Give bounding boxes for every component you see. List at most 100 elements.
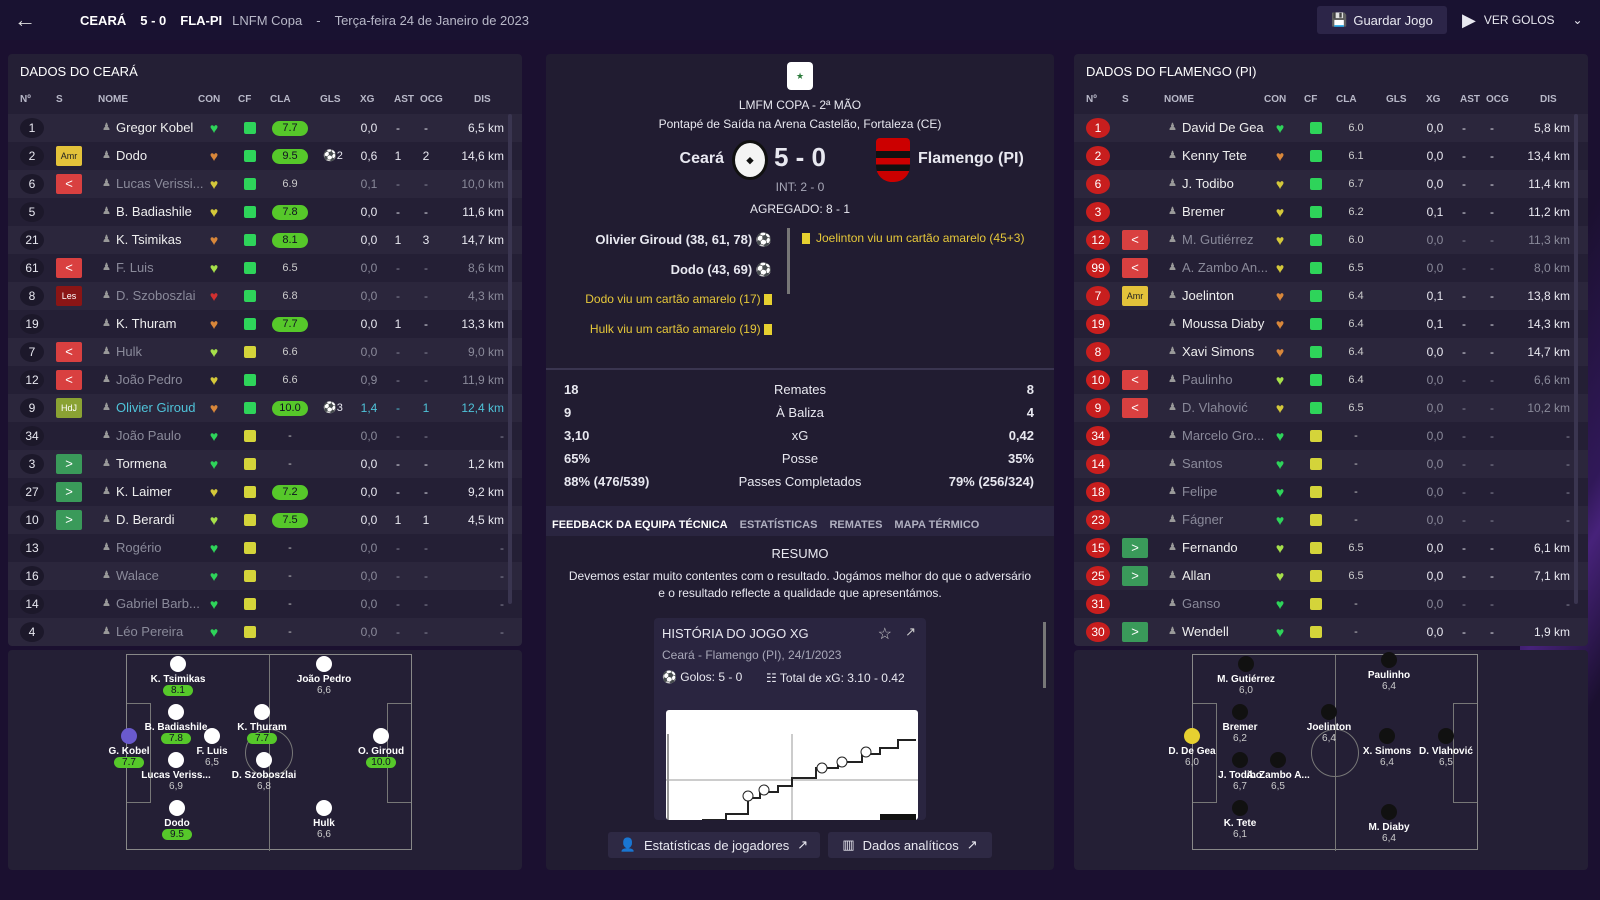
table-row[interactable]: 18 ♟ Felipe ♥ - 0,0 - - - <box>1074 478 1588 506</box>
table-row[interactable]: 16 ♟ Walace ♥ - 0,0 - - - <box>8 562 522 590</box>
column-header[interactable]: NOME <box>1164 94 1194 105</box>
player-name[interactable]: Ganso <box>1182 596 1221 611</box>
column-header[interactable]: Nº <box>20 94 31 105</box>
player-name[interactable]: F. Luis <box>116 260 154 275</box>
column-header[interactable]: DIS <box>1540 94 1557 105</box>
table-row[interactable]: 6 ♟ J. Todibo ♥ 6.7 0,0 - - 11,4 km <box>1074 170 1588 198</box>
player-name[interactable]: K. Thuram <box>116 316 177 331</box>
column-header[interactable]: Nº <box>1086 94 1097 105</box>
column-header[interactable]: XG <box>360 94 375 105</box>
player-name[interactable]: Santos <box>1182 456 1223 471</box>
formation-player[interactable]: K. Thuram 7.7 <box>227 704 297 744</box>
player-name[interactable]: Gabriel Barb... <box>116 596 200 611</box>
analytics-button[interactable]: ▥ Dados analíticos ↗ <box>828 832 992 858</box>
expand-icon[interactable]: ↗ <box>905 624 916 639</box>
player-name[interactable]: A. Zambo An... <box>1182 260 1268 275</box>
player-name[interactable]: Fernando <box>1182 540 1238 555</box>
formation-player[interactable]: K. Tsimikas 8.1 <box>143 656 213 696</box>
table-row[interactable]: 13 ♟ Rogério ♥ - 0,0 - - - <box>8 534 522 562</box>
column-header[interactable]: CF <box>1304 94 1318 105</box>
formation-player[interactable]: M. Gutiérrez 6,0 <box>1211 656 1281 696</box>
player-name[interactable]: Olivier Giroud <box>116 400 196 415</box>
player-name[interactable]: Rogério <box>116 540 162 555</box>
formation-player[interactable]: Joelinton 6,4 <box>1294 704 1364 744</box>
table-row[interactable]: 9 < ♟ D. Vlahović ♥ 6.5 0,0 - - 10,2 km <box>1074 394 1588 422</box>
table-row[interactable]: 30 > ♟ Wendell ♥ - 0,0 - - 1,9 km <box>1074 618 1588 646</box>
player-name[interactable]: Walace <box>116 568 159 583</box>
table-row[interactable]: 14 ♟ Santos ♥ - 0,0 - - - <box>1074 450 1588 478</box>
table-row[interactable]: 31 ♟ Ganso ♥ - 0,0 - - - <box>1074 590 1588 618</box>
column-header[interactable]: GLS <box>1386 94 1407 105</box>
table-row[interactable]: 6 < ♟ Lucas Verissi... ♥ 6.9 0,1 - - 10,0 km <box>8 170 522 198</box>
column-header[interactable]: AST <box>394 94 414 105</box>
table-row[interactable]: 3 ♟ Bremer ♥ 6.2 0,1 - - 11,2 km <box>1074 198 1588 226</box>
away-scrollbar[interactable] <box>1574 114 1578 604</box>
formation-player[interactable]: A. Zambo A... 6,5 <box>1243 752 1313 792</box>
column-header[interactable]: CON <box>198 94 221 105</box>
table-row[interactable]: 34 ♟ João Paulo ♥ - 0,0 - - - <box>8 422 522 450</box>
table-row[interactable]: 7 < ♟ Hulk ♥ 6.6 0,0 - - 9,0 km <box>8 338 522 366</box>
player-name[interactable]: Lucas Verissi... <box>116 176 204 191</box>
column-header[interactable]: CLA <box>270 94 291 105</box>
formation-player[interactable]: Hulk 6,6 <box>289 800 359 840</box>
column-header[interactable]: AST <box>1460 94 1480 105</box>
player-stats-button[interactable]: 👤 Estatísticas de jogadores ↗ <box>608 832 820 858</box>
formation-player[interactable]: D. De Gea 6,0 <box>1157 728 1227 768</box>
player-name[interactable]: João Pedro <box>116 372 183 387</box>
save-match-button[interactable]: 💾 Guardar Jogo <box>1317 6 1447 34</box>
home-scrollbar[interactable] <box>508 114 512 604</box>
table-row[interactable]: 4 ♟ Léo Pereira ♥ - 0,0 - - - <box>8 618 522 646</box>
player-name[interactable]: M. Gutiérrez <box>1182 232 1254 247</box>
column-header[interactable]: CLA <box>1336 94 1357 105</box>
formation-player[interactable]: M. Diaby 6,4 <box>1354 804 1424 844</box>
tab[interactable]: MAPA TÉRMICO <box>894 519 980 531</box>
table-row[interactable]: 3 > ♟ Tormena ♥ - 0,0 - - 1,2 km <box>8 450 522 478</box>
column-header[interactable]: GLS <box>320 94 341 105</box>
table-row[interactable]: 21 ♟ K. Tsimikas ♥ 8.1 0,0 1 3 14,7 km <box>8 226 522 254</box>
back-arrow-icon[interactable]: ← <box>14 7 36 32</box>
formation-player[interactable]: F. Luis 6,5 <box>177 728 247 768</box>
table-row[interactable]: 15 > ♟ Fernando ♥ 6.5 0,0 - - 6,1 km <box>1074 534 1588 562</box>
column-header[interactable]: XG <box>1426 94 1441 105</box>
player-name[interactable]: D. Vlahović <box>1182 400 1248 415</box>
player-name[interactable]: Dodo <box>116 148 148 163</box>
player-name[interactable]: David De Gea <box>1182 120 1264 135</box>
player-name[interactable]: Gregor Kobel <box>116 120 194 135</box>
table-row[interactable]: 99 < ♟ A. Zambo An... ♥ 6.5 0,0 - - 8,0 km <box>1074 254 1588 282</box>
events-scrollbar[interactable] <box>787 228 790 294</box>
formation-player[interactable]: J. Todibo 6,7 <box>1205 752 1275 792</box>
competition-name[interactable]: LNFM Copa <box>232 12 303 28</box>
table-row[interactable]: 12 < ♟ João Pedro ♥ 6.6 0,9 - - 11,9 km <box>8 366 522 394</box>
star-icon[interactable]: ☆ <box>877 626 892 643</box>
player-name[interactable]: Moussa Diaby <box>1182 316 1265 331</box>
player-name[interactable]: K. Laimer <box>116 484 172 499</box>
player-name[interactable]: Wendell <box>1182 624 1229 639</box>
table-row[interactable]: 2 Amr ♟ Dodo ♥ 9.5 ⚽2 0,6 1 2 14,6 km <box>8 142 522 170</box>
player-name[interactable]: Bremer <box>1182 204 1225 219</box>
column-header[interactable]: CON <box>1264 94 1287 105</box>
player-name[interactable]: D. Szoboszlai <box>116 288 196 303</box>
table-row[interactable]: 19 ♟ K. Thuram ♥ 7.7 0,0 1 - 13,3 km <box>8 310 522 338</box>
column-header[interactable]: OCG <box>1486 94 1509 105</box>
formation-player[interactable]: Bremer 6,2 <box>1205 704 1275 744</box>
away-team-name[interactable]: Flamengo (PI) <box>918 150 1024 167</box>
column-header[interactable]: S <box>56 94 63 105</box>
formation-player[interactable]: João Pedro 6,6 <box>289 656 359 696</box>
column-header[interactable]: S <box>1122 94 1129 105</box>
home-team-name[interactable]: Ceará <box>679 150 724 167</box>
column-header[interactable]: CF <box>238 94 252 105</box>
formation-player[interactable]: O. Giroud 10.0 <box>346 728 416 768</box>
formation-player[interactable]: K. Tete 6,1 <box>1205 800 1275 840</box>
column-header[interactable]: NOME <box>98 94 128 105</box>
formation-player[interactable]: Lucas Veriss... 6,9 <box>141 752 211 792</box>
formation-player[interactable]: G. Kobel 7.7 <box>94 728 164 768</box>
column-header[interactable]: OCG <box>420 94 443 105</box>
table-row[interactable]: 12 < ♟ M. Gutiérrez ♥ 6.0 0,0 - - 11,3 km <box>1074 226 1588 254</box>
player-name[interactable]: Tormena <box>116 456 167 471</box>
table-row[interactable]: 5 ♟ B. Badiashile ♥ 7.8 0,0 - - 11,6 km <box>8 198 522 226</box>
player-name[interactable]: J. Todibo <box>1182 176 1234 191</box>
player-name[interactable]: Joelinton <box>1182 288 1235 303</box>
tab[interactable]: FEEDBACK DA EQUIPA TÉCNICA <box>552 519 728 531</box>
formation-player[interactable]: B. Badiashile 7.8 <box>141 704 211 744</box>
table-row[interactable]: 61 < ♟ F. Luis ♥ 6.5 0,0 - - 8,6 km <box>8 254 522 282</box>
